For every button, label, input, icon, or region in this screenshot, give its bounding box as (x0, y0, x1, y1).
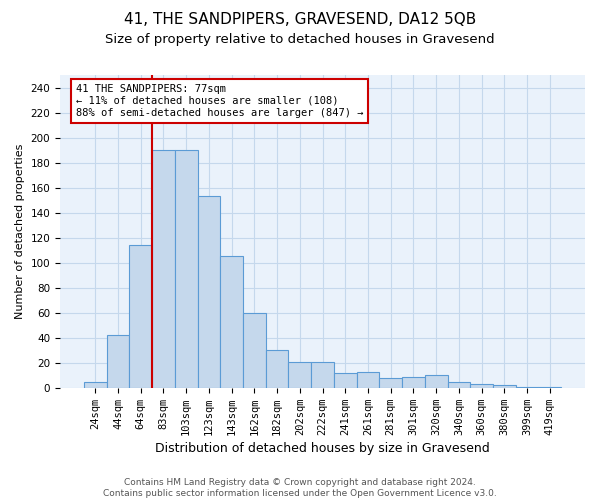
Bar (152, 150, 175, 388)
Bar (402, 376, 425, 388)
Bar (425, 376, 448, 388)
Bar (311, 362, 334, 388)
Bar (379, 378, 402, 388)
Bar (220, 256, 243, 388)
X-axis label: Distribution of detached houses by size in Gravesend: Distribution of detached houses by size … (155, 442, 490, 455)
Bar (334, 373, 356, 388)
Bar (197, 196, 220, 388)
Bar (84, 382, 107, 388)
Bar (448, 382, 470, 388)
Y-axis label: Number of detached properties: Number of detached properties (15, 144, 25, 319)
Bar (515, 386, 538, 388)
Text: 41 THE SANDPIPERS: 77sqm
← 11% of detached houses are smaller (108)
88% of semi-: 41 THE SANDPIPERS: 77sqm ← 11% of detach… (76, 84, 363, 117)
Bar (266, 350, 289, 388)
Bar (175, 150, 197, 388)
Text: 41, THE SANDPIPERS, GRAVESEND, DA12 5QB: 41, THE SANDPIPERS, GRAVESEND, DA12 5QB (124, 12, 476, 28)
Bar (107, 336, 130, 388)
Bar (243, 313, 266, 388)
Text: Size of property relative to detached houses in Gravesend: Size of property relative to detached ho… (105, 32, 495, 46)
Bar (289, 362, 311, 388)
Bar (470, 384, 493, 388)
Text: Contains HM Land Registry data © Crown copyright and database right 2024.
Contai: Contains HM Land Registry data © Crown c… (103, 478, 497, 498)
Bar (130, 245, 152, 388)
Bar (493, 386, 515, 388)
Bar (538, 386, 561, 388)
Bar (356, 372, 379, 388)
